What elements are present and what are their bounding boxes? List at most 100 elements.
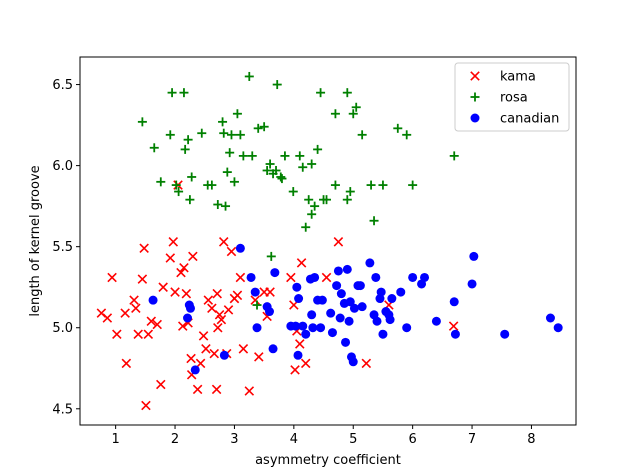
kama-point [448,321,459,331]
axes-frame [79,56,577,426]
x-tick-label: 3 [230,432,238,447]
kama-point [137,274,148,284]
rosa-point [402,130,412,140]
canadian-point [270,268,280,278]
y-tick-label: 5.0 [52,321,73,336]
canadian-point [378,329,388,339]
canadian-point [469,251,479,261]
kama-point [168,237,179,247]
rosa-point [226,130,236,140]
kama-point [211,384,222,395]
kama-point [333,237,344,247]
rosa-point [252,300,262,310]
rosa-point [280,151,290,161]
rosa-point [207,180,217,190]
canadian-point [365,258,375,268]
kama-point [254,352,264,362]
canadian-point [449,297,459,307]
rosa-point [366,180,376,190]
x-tick-label: 4 [290,432,298,447]
canadian-point [291,321,301,331]
canadian-point [349,303,359,313]
canadian-point [293,350,303,360]
kama-point [146,316,157,327]
kama-point [265,287,275,297]
canadian-point [317,295,327,305]
kama-point [201,344,211,354]
rosa-point [171,180,181,190]
rosa-point [179,88,189,98]
x-tick-label: 2 [171,432,179,447]
canadian-point [357,302,367,312]
canadian-point [335,313,345,323]
rosa-point [276,172,286,182]
canadian-point [332,281,342,291]
canadian-point [235,243,245,253]
canadian-point [500,329,510,339]
rosa-point [408,180,418,190]
kama-point [133,329,143,339]
rosa-point [348,109,358,119]
rosa-point [247,151,257,161]
rosa-point [229,177,239,187]
rosa-point [183,135,193,145]
rosa-point [235,130,245,140]
x-tick-label: 1 [112,432,120,447]
canadian-point [385,315,395,325]
canadian-point [310,272,320,282]
legend-marker-canadian [470,113,480,123]
kama-point [129,295,139,305]
kama-point [107,272,117,283]
data-points [96,71,563,411]
canadian-point [307,310,317,320]
canadian-point [183,313,193,323]
rosa-point [180,144,190,154]
canadian-point [250,287,260,297]
kama-point [192,384,203,395]
rosa-point [225,148,235,158]
rosa-point [219,128,229,138]
canadian-point [345,297,355,307]
rosa-point [449,151,459,161]
rosa-point [393,123,403,133]
rosa-point [156,177,166,187]
rosa-point [149,143,159,153]
canadian-point [342,264,352,274]
series-rosa [137,71,459,310]
series-canadian [148,243,563,375]
rosa-point [342,195,352,205]
canadian-point [545,313,555,323]
kama-point [177,321,188,331]
kama-point [203,295,214,305]
rosa-point [265,159,275,169]
canadian-point [402,323,412,333]
kama-point [209,348,220,359]
kama-point [295,339,305,349]
kama-point [198,331,209,341]
rosa-point [330,180,340,190]
legend-label-kama: kama [500,70,536,85]
rosa-point [378,180,388,190]
canadian-point [246,272,256,282]
kama-point [296,258,307,268]
canadian-point [336,289,346,299]
legend-item-canadian: canadian [470,112,559,127]
legend-item-rosa: rosa [470,91,528,106]
rosa-point [218,117,228,127]
rosa-point [316,88,326,98]
y-axis-label: length of kernel groove [28,165,43,316]
legend-box [454,62,570,132]
kama-point [131,303,141,314]
kama-point [238,344,249,354]
kama-point [141,400,151,411]
canadian-point [298,321,308,331]
rosa-point [272,80,282,90]
kama-point [235,272,246,283]
rosa-point [244,71,254,81]
rosa-point [197,128,207,138]
kama-point [112,329,122,339]
canadian-point [264,307,274,317]
kama-point [250,295,260,305]
y-tick-label: 4.5 [52,402,73,417]
y-tick-label: 6.0 [52,159,73,174]
